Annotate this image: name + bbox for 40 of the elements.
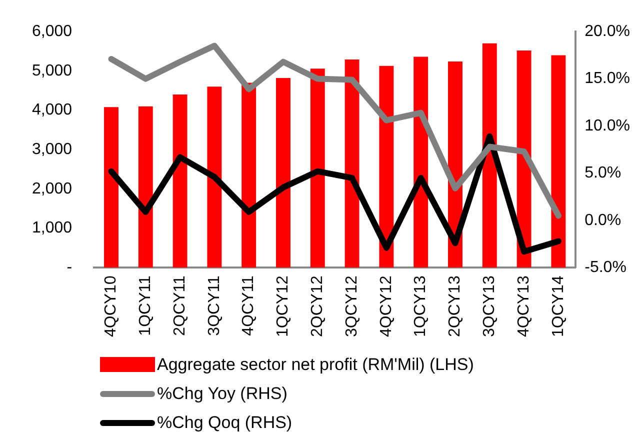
y2-tick-label: 5.0% — [584, 164, 622, 182]
x-tick-label: 4QCY11 — [240, 276, 258, 336]
x-tick-label: 1QCY11 — [137, 276, 154, 336]
x-tick-label: 4QCY13 — [515, 276, 532, 338]
y-tick-label: - — [66, 259, 72, 276]
y-tick-label: 3,000 — [32, 141, 72, 158]
legend-label: %Chg Yoy (RHS) — [157, 384, 288, 404]
bar — [138, 106, 153, 268]
bar — [276, 78, 290, 268]
bar — [104, 107, 118, 268]
y-tick-label: 5,000 — [32, 62, 72, 80]
y2-tick-label: -5.0% — [584, 259, 626, 276]
x-tick-label: 3QCY12 — [343, 276, 360, 338]
y2-tick-label: 20.0% — [584, 23, 630, 40]
legend-label: Aggregate sector net profit (RM'Mil) (LHS) — [157, 354, 474, 374]
x-tick-label: 3QCY13 — [481, 276, 498, 338]
x-tick-label: 1QCY12 — [274, 276, 292, 338]
bar — [242, 82, 256, 268]
x-tick-label: 3QCY11 — [206, 276, 223, 336]
x-tick-label: 1QCY13 — [412, 276, 430, 338]
y2-tick-label: 10.0% — [584, 117, 630, 134]
bar — [551, 55, 566, 268]
x-tick-label: 2QCY12 — [309, 276, 326, 338]
bar — [207, 86, 222, 268]
x-tick-label: 1QCY14 — [550, 276, 567, 338]
bar — [172, 94, 188, 268]
bar — [310, 68, 325, 268]
y-tick-label: 4,000 — [32, 102, 72, 119]
x-tick-label: 2QCY11 — [171, 276, 188, 336]
x-tick-label: 2QCY13 — [446, 276, 464, 338]
y2-tick-label: 15.0% — [584, 70, 630, 88]
y-tick-label: 6,000 — [32, 23, 72, 40]
x-tick-label: 4QCY10 — [102, 276, 120, 338]
bar — [344, 60, 360, 268]
bar — [482, 43, 497, 268]
x-tick-label: 4QCY12 — [378, 276, 395, 338]
y-tick-label: 2,000 — [32, 180, 72, 198]
legend-label: %Chg Qoq (RHS) — [157, 412, 292, 432]
y2-tick-label: 0.0% — [584, 212, 622, 229]
y-tick-label: 1,000 — [32, 220, 72, 237]
